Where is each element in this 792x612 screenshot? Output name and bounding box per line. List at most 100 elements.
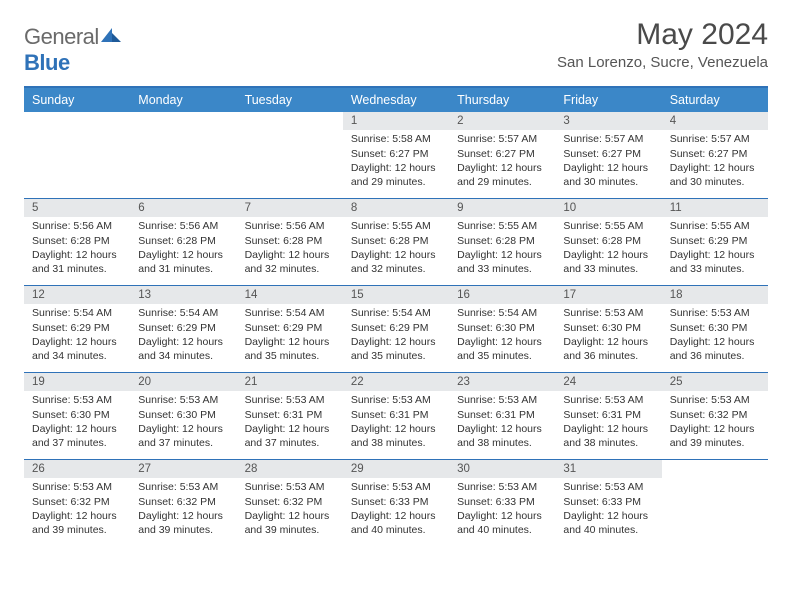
day-number: 21 (237, 373, 343, 391)
day-cell: 3 Sunrise: 5:57 AMSunset: 6:27 PMDaylight… (555, 112, 661, 198)
day-body: Sunrise: 5:55 AMSunset: 6:28 PMDaylight:… (555, 220, 661, 281)
day-body: Sunrise: 5:54 AMSunset: 6:29 PMDaylight:… (130, 307, 236, 368)
daylight-text: and 39 minutes. (32, 524, 124, 537)
day-body: Sunrise: 5:56 AMSunset: 6:28 PMDaylight:… (237, 220, 343, 281)
day-body: Sunrise: 5:53 AMSunset: 6:30 PMDaylight:… (24, 394, 130, 455)
day-cell: 16Sunrise: 5:54 AMSunset: 6:30 PMDayligh… (449, 286, 555, 372)
daylight-text: Daylight: 12 hours (32, 336, 124, 349)
day-cell: 8Sunrise: 5:55 AMSunset: 6:28 PMDaylight… (343, 199, 449, 285)
day-cell (237, 112, 343, 198)
day-number: 30 (449, 460, 555, 478)
daylight-text: and 33 minutes. (670, 263, 762, 276)
daylight-text: Daylight: 12 hours (457, 162, 549, 175)
sunset-text: Sunset: 6:28 PM (32, 235, 124, 248)
daylight-text: Daylight: 12 hours (32, 249, 124, 262)
daylight-text: and 37 minutes. (32, 437, 124, 450)
daylight-text: and 38 minutes. (563, 437, 655, 450)
sunset-text: Sunset: 6:32 PM (670, 409, 762, 422)
day-cell: 12Sunrise: 5:54 AMSunset: 6:29 PMDayligh… (24, 286, 130, 372)
week-row: 1Sunrise: 5:58 AMSunset: 6:27 PMDaylight… (24, 112, 768, 198)
sunset-text: Sunset: 6:28 PM (563, 235, 655, 248)
daylight-text: Daylight: 12 hours (457, 249, 549, 262)
sunset-text: Sunset: 6:30 PM (32, 409, 124, 422)
day-number: 15 (343, 286, 449, 304)
day-cell: 30Sunrise: 5:53 AMSunset: 6:33 PMDayligh… (449, 460, 555, 546)
daylight-text: Daylight: 12 hours (138, 336, 230, 349)
day-number: 18 (662, 286, 768, 304)
sunset-text: Sunset: 6:32 PM (138, 496, 230, 509)
sunrise-text: Sunrise: 5:53 AM (32, 481, 124, 494)
day-body: Sunrise: 5:54 AMSunset: 6:30 PMDaylight:… (449, 307, 555, 368)
sunset-text: Sunset: 6:27 PM (457, 148, 549, 161)
daylight-text: and 36 minutes. (563, 350, 655, 363)
weeks-container: 1Sunrise: 5:58 AMSunset: 6:27 PMDaylight… (24, 112, 768, 546)
sunrise-text: Sunrise: 5:55 AM (563, 220, 655, 233)
daylight-text: Daylight: 12 hours (351, 336, 443, 349)
month-title: May 2024 (557, 18, 768, 52)
calendar-page: GeneralBlue May 2024 San Lorenzo, Sucre,… (0, 0, 792, 612)
sunset-text: Sunset: 6:31 PM (351, 409, 443, 422)
daylight-text: and 32 minutes. (351, 263, 443, 276)
day-body: Sunrise: 5:57 AMSunset: 6:27 PMDaylight:… (555, 133, 661, 194)
day-cell: 6Sunrise: 5:56 AMSunset: 6:28 PMDaylight… (130, 199, 236, 285)
sunrise-text: Sunrise: 5:53 AM (32, 394, 124, 407)
day-cell: 9Sunrise: 5:55 AMSunset: 6:28 PMDaylight… (449, 199, 555, 285)
day-cell: 11Sunrise: 5:55 AMSunset: 6:29 PMDayligh… (662, 199, 768, 285)
day-number: 1 (343, 112, 449, 130)
sunrise-text: Sunrise: 5:56 AM (245, 220, 337, 233)
daylight-text: Daylight: 12 hours (245, 249, 337, 262)
daylight-text: and 34 minutes. (32, 350, 124, 363)
sunrise-text: Sunrise: 5:53 AM (670, 394, 762, 407)
day-cell: 24Sunrise: 5:53 AMSunset: 6:31 PMDayligh… (555, 373, 661, 459)
daylight-text: and 29 minutes. (351, 176, 443, 189)
daylight-text: Daylight: 12 hours (563, 162, 655, 175)
day-body: Sunrise: 5:57 AMSunset: 6:27 PMDaylight:… (662, 133, 768, 194)
sunset-text: Sunset: 6:27 PM (563, 148, 655, 161)
daylight-text: and 35 minutes. (457, 350, 549, 363)
day-body: Sunrise: 5:53 AMSunset: 6:32 PMDaylight:… (130, 481, 236, 542)
day-number: 6 (130, 199, 236, 217)
sunset-text: Sunset: 6:30 PM (138, 409, 230, 422)
daylight-text: Daylight: 12 hours (351, 423, 443, 436)
sunset-text: Sunset: 6:29 PM (32, 322, 124, 335)
day-cell: 1Sunrise: 5:58 AMSunset: 6:27 PMDaylight… (343, 112, 449, 198)
brand-part2: Blue (24, 50, 70, 75)
day-body: Sunrise: 5:54 AMSunset: 6:29 PMDaylight:… (343, 307, 449, 368)
day-number: 11 (662, 199, 768, 217)
sunset-text: Sunset: 6:30 PM (670, 322, 762, 335)
daylight-text: Daylight: 12 hours (245, 423, 337, 436)
sunset-text: Sunset: 6:33 PM (351, 496, 443, 509)
daylight-text: Daylight: 12 hours (670, 162, 762, 175)
sunrise-text: Sunrise: 5:53 AM (351, 394, 443, 407)
day-number: 3 (555, 112, 661, 130)
week-row: 19Sunrise: 5:53 AMSunset: 6:30 PMDayligh… (24, 372, 768, 459)
weekday-header: Thursday (449, 88, 555, 112)
day-body: Sunrise: 5:53 AMSunset: 6:32 PMDaylight:… (24, 481, 130, 542)
day-cell: 5Sunrise: 5:56 AMSunset: 6:28 PMDaylight… (24, 199, 130, 285)
day-body: Sunrise: 5:54 AMSunset: 6:29 PMDaylight:… (237, 307, 343, 368)
brand-name: GeneralBlue (24, 24, 123, 76)
daylight-text: and 35 minutes. (351, 350, 443, 363)
daylight-text: and 39 minutes. (245, 524, 337, 537)
daylight-text: Daylight: 12 hours (138, 249, 230, 262)
location-label: San Lorenzo, Sucre, Venezuela (557, 54, 768, 71)
daylight-text: and 39 minutes. (670, 437, 762, 450)
weekday-header: Wednesday (343, 88, 449, 112)
day-cell: 18Sunrise: 5:53 AMSunset: 6:30 PMDayligh… (662, 286, 768, 372)
weekday-header: Monday (130, 88, 236, 112)
daylight-text: and 37 minutes. (245, 437, 337, 450)
day-number: 17 (555, 286, 661, 304)
sunset-text: Sunset: 6:29 PM (670, 235, 762, 248)
day-cell: 7Sunrise: 5:56 AMSunset: 6:28 PMDaylight… (237, 199, 343, 285)
day-number: 28 (237, 460, 343, 478)
day-body: Sunrise: 5:53 AMSunset: 6:31 PMDaylight:… (237, 394, 343, 455)
daylight-text: and 37 minutes. (138, 437, 230, 450)
daylight-text: and 36 minutes. (670, 350, 762, 363)
sunrise-text: Sunrise: 5:55 AM (351, 220, 443, 233)
sunrise-text: Sunrise: 5:58 AM (351, 133, 443, 146)
daylight-text: Daylight: 12 hours (457, 336, 549, 349)
daylight-text: and 30 minutes. (563, 176, 655, 189)
sunrise-text: Sunrise: 5:53 AM (138, 394, 230, 407)
day-number: 8 (343, 199, 449, 217)
sunrise-text: Sunrise: 5:54 AM (245, 307, 337, 320)
